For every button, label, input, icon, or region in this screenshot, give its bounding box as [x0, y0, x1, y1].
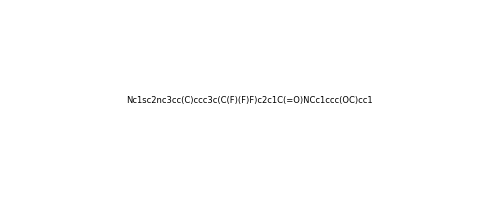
- Text: Nc1sc2nc3cc(C)ccc3c(C(F)(F)F)c2c1C(=O)NCc1ccc(OC)cc1: Nc1sc2nc3cc(C)ccc3c(C(F)(F)F)c2c1C(=O)NC…: [125, 96, 373, 104]
